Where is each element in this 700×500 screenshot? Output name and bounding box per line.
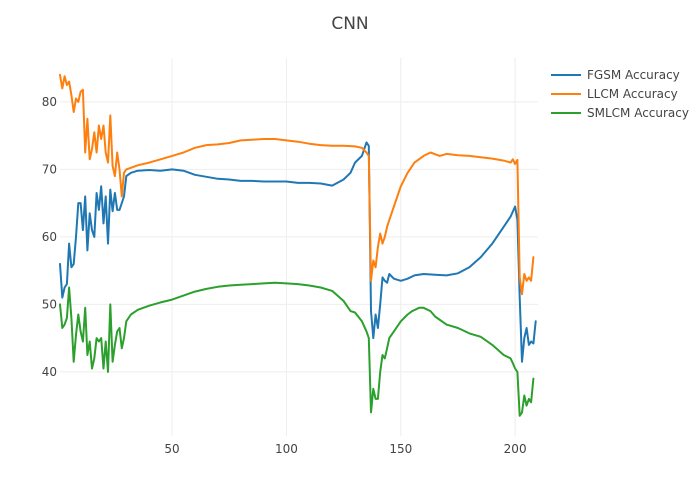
gridlines: [60, 58, 538, 436]
legend-label: SMLCM Accuracy: [587, 106, 689, 120]
series-line-2: [59, 73, 535, 296]
x-tick-label: 150: [389, 442, 412, 456]
y-axis-ticks: 40 50 60 70 80: [42, 95, 57, 379]
series-layer: [59, 73, 537, 417]
y-tick-label: 80: [42, 95, 57, 109]
legend[interactable]: FGSM Accuracy LLCM Accuracy SMLCM Accuracy: [551, 68, 689, 120]
series-line-3: [59, 281, 535, 417]
legend-label: LLCM Accuracy: [587, 87, 678, 101]
y-tick-label: 50: [42, 297, 57, 311]
legend-item[interactable]: LLCM Accuracy: [551, 87, 678, 101]
legend-label: FGSM Accuracy: [587, 68, 680, 82]
y-tick-label: 70: [42, 162, 57, 176]
series-line-1: [59, 141, 537, 363]
legend-item[interactable]: SMLCM Accuracy: [551, 106, 689, 120]
y-tick-label: 60: [42, 230, 57, 244]
x-tick-label: 100: [275, 442, 298, 456]
chart-title: CNN: [331, 14, 368, 34]
x-tick-label: 50: [164, 442, 179, 456]
legend-item[interactable]: FGSM Accuracy: [551, 68, 680, 82]
y-tick-label: 40: [42, 365, 57, 379]
x-axis-ticks: 50 100 150 200: [164, 442, 526, 456]
x-tick-label: 200: [504, 442, 527, 456]
